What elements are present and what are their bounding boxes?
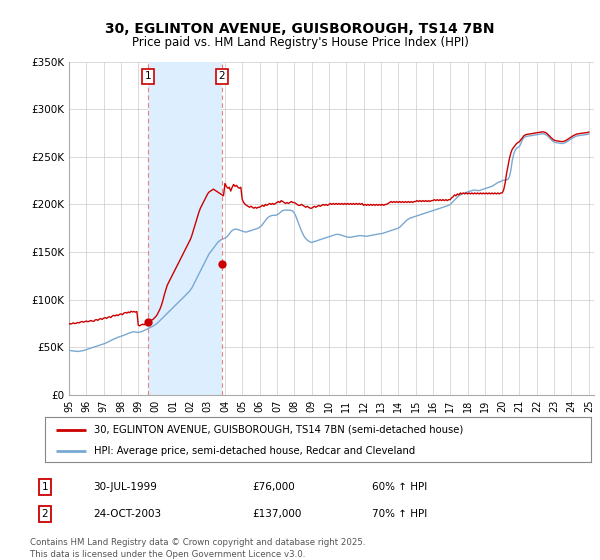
Bar [148, 62, 221, 395]
Text: 30-JUL-1999: 30-JUL-1999 [93, 482, 157, 492]
Text: This data is licensed under the Open Government Licence v3.0.: This data is licensed under the Open Gov… [30, 550, 305, 559]
Text: 70% ↑ HPI: 70% ↑ HPI [372, 509, 427, 519]
Text: 1: 1 [41, 482, 49, 492]
Text: £76,000: £76,000 [252, 482, 295, 492]
Text: HPI: Average price, semi-detached house, Redcar and Cleveland: HPI: Average price, semi-detached house,… [94, 446, 415, 456]
Text: 1: 1 [145, 71, 152, 81]
Text: 24-OCT-2003: 24-OCT-2003 [93, 509, 161, 519]
Text: Contains HM Land Registry data © Crown copyright and database right 2025.: Contains HM Land Registry data © Crown c… [30, 538, 365, 547]
Text: 60% ↑ HPI: 60% ↑ HPI [372, 482, 427, 492]
Text: 2: 2 [218, 71, 225, 81]
Text: 30, EGLINTON AVENUE, GUISBOROUGH, TS14 7BN: 30, EGLINTON AVENUE, GUISBOROUGH, TS14 7… [105, 22, 495, 36]
Text: Price paid vs. HM Land Registry's House Price Index (HPI): Price paid vs. HM Land Registry's House … [131, 36, 469, 49]
Text: 30, EGLINTON AVENUE, GUISBOROUGH, TS14 7BN (semi-detached house): 30, EGLINTON AVENUE, GUISBOROUGH, TS14 7… [94, 424, 463, 435]
Text: £137,000: £137,000 [252, 509, 301, 519]
Text: 2: 2 [41, 509, 49, 519]
